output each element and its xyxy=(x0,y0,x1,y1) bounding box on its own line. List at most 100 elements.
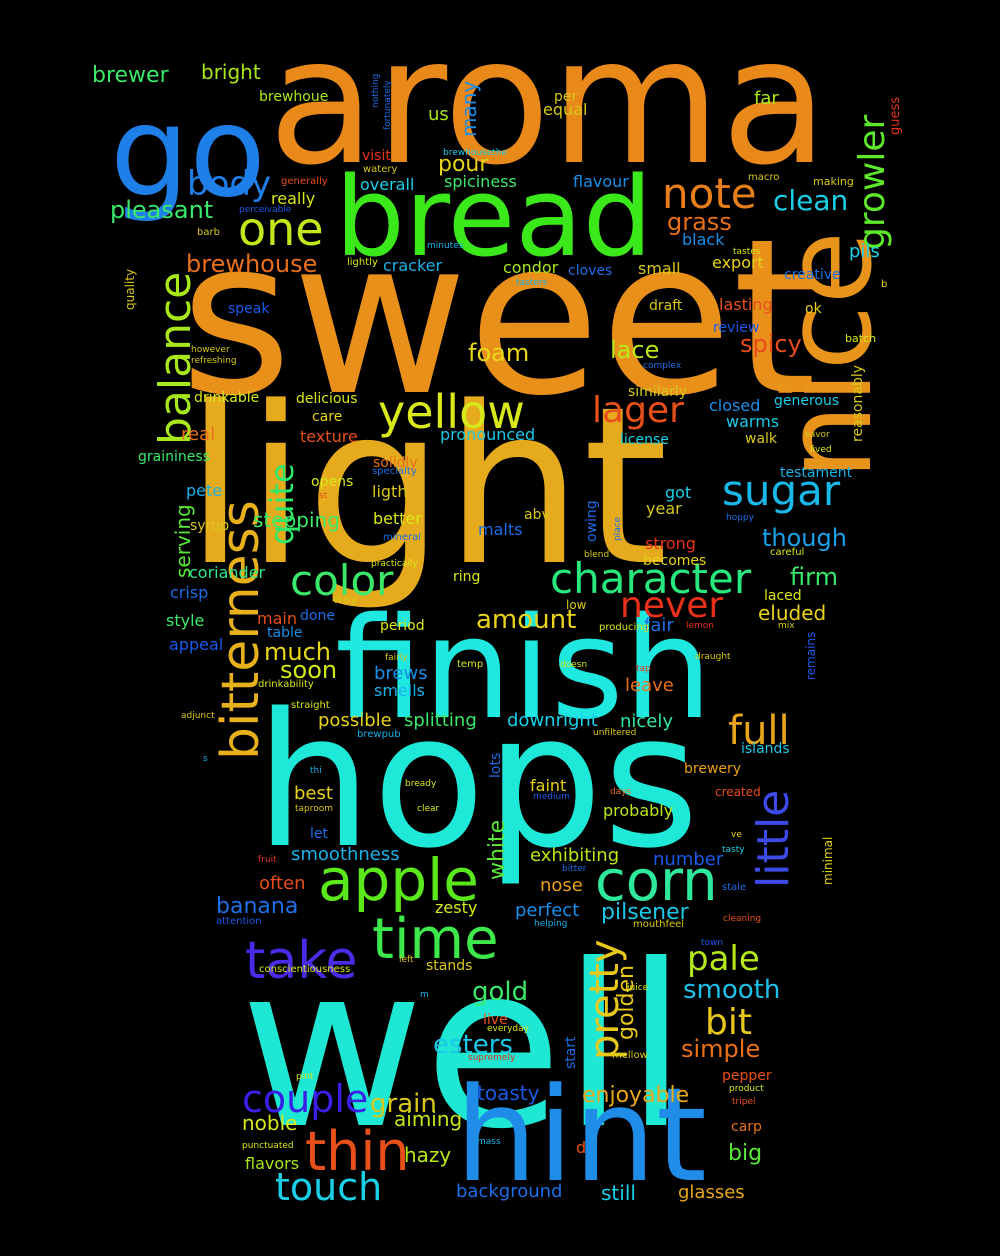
cloud-word-supremely: supremely xyxy=(468,1053,516,1063)
cloud-word-hops: hops xyxy=(255,673,699,889)
cloud-word-brewer: brewer xyxy=(92,63,170,88)
cloud-word-carp: carp xyxy=(731,1119,762,1135)
cloud-word-brewhousethe: brewhousethe xyxy=(443,148,507,158)
cloud-word-mellow: mellow xyxy=(612,1050,648,1061)
cloud-word-flavour: flavour xyxy=(573,172,629,191)
cloud-word-gold: gold xyxy=(472,977,528,1007)
cloud-word-golden: golden xyxy=(614,965,639,1040)
cloud-word-reasonably: reasonably xyxy=(850,365,866,442)
cloud-word-helping: helping xyxy=(534,919,567,929)
cloud-word-pleasant: pleasant xyxy=(110,196,213,224)
cloud-word-remains: remains xyxy=(804,632,818,680)
cloud-word-speak: speak xyxy=(228,301,270,317)
cloud-word-lived: lived xyxy=(810,445,832,455)
cloud-word-graininess: graininess xyxy=(138,449,210,465)
cloud-word-review: review xyxy=(713,320,759,336)
cloud-word-tasters: tasters xyxy=(516,278,547,288)
cloud-word-license: license xyxy=(620,432,669,448)
cloud-word-pilsener: pilsener xyxy=(601,900,690,925)
cloud-word-downright: downright xyxy=(507,710,598,731)
cloud-word-macro: macro xyxy=(748,172,779,183)
cloud-word-banana: banana xyxy=(216,894,298,919)
cloud-word-becomes: becomes xyxy=(643,553,706,569)
cloud-word-islands: islands xyxy=(741,741,790,757)
cloud-word-place: place xyxy=(613,516,623,541)
cloud-word-perceivable: perceivable xyxy=(239,205,292,215)
cloud-word-little: little xyxy=(748,790,799,888)
cloud-word-well: well xyxy=(240,917,687,1179)
cloud-word-grain: grain xyxy=(370,1089,437,1119)
cloud-word-clear: clear xyxy=(417,804,440,814)
cloud-word-main: main xyxy=(257,609,297,628)
cloud-word-export: export xyxy=(712,253,764,272)
cloud-word-style: style xyxy=(166,611,204,630)
cloud-word-savor: savor xyxy=(805,430,830,440)
cloud-word-zesty: zesty xyxy=(435,898,477,917)
cloud-word-thin: thin xyxy=(305,1120,410,1183)
cloud-word-doesn: doesn xyxy=(560,660,587,670)
cloud-word-laced: laced xyxy=(764,588,802,604)
cloud-word-often: often xyxy=(259,873,306,894)
cloud-word-crisp: crisp xyxy=(170,583,208,602)
cloud-word-care: care xyxy=(312,409,342,425)
cloud-word-number: number xyxy=(653,849,724,870)
cloud-word-take: take xyxy=(245,931,358,991)
cloud-word-serving: serving xyxy=(171,504,195,578)
cloud-word-warms: warms xyxy=(726,412,779,431)
cloud-word-condor: condor xyxy=(503,258,559,277)
cloud-word-pale: pale xyxy=(687,939,760,979)
cloud-word-pour: pour xyxy=(438,152,489,177)
cloud-word-period: period xyxy=(380,618,425,634)
cloud-word-punctuated: punctuated xyxy=(242,1141,294,1151)
cloud-word-white: white xyxy=(485,820,510,880)
cloud-word-clean: clean xyxy=(773,184,848,217)
cloud-word-body: body xyxy=(187,164,271,204)
cloud-word-one: one xyxy=(238,202,324,256)
cloud-word-done: done xyxy=(300,608,335,624)
cloud-word-nose: nose xyxy=(540,875,583,896)
cloud-word-amount: amount xyxy=(476,605,576,635)
cloud-word-many: many xyxy=(457,81,481,137)
cloud-word-bit: bit xyxy=(705,1002,752,1043)
cloud-word-year: year xyxy=(646,499,682,518)
cloud-word-growler: growler xyxy=(852,115,893,250)
cloud-word-brewpub: brewpub xyxy=(357,729,401,740)
cloud-word-practically: practically xyxy=(371,559,418,569)
cloud-word-texture: texture xyxy=(300,427,358,446)
cloud-word-lace: lace xyxy=(610,336,659,364)
cloud-word-aiming: aiming xyxy=(394,1107,462,1131)
cloud-word-glasses: glasses xyxy=(678,1182,745,1203)
cloud-word-mouthfeel: mouthfeel xyxy=(633,919,684,930)
cloud-word-taproom: taproom xyxy=(295,804,333,814)
cloud-word-lots: lots xyxy=(488,753,504,778)
cloud-word-background: background xyxy=(456,1181,562,1202)
cloud-word-finish: finish xyxy=(335,588,712,751)
cloud-word-sweet: sweet xyxy=(180,192,817,443)
cloud-word-lager: lager xyxy=(592,390,684,431)
cloud-word-spiciness: spiciness xyxy=(444,172,517,191)
cloud-word-full: full xyxy=(728,708,790,754)
cloud-word-guess: guess xyxy=(888,97,903,135)
cloud-word-opens: opens xyxy=(311,474,353,490)
cloud-word-live: live xyxy=(483,1012,508,1028)
cloud-word-however: however xyxy=(191,345,230,355)
cloud-word-yellow: yellow xyxy=(378,385,525,439)
cloud-word-town: town xyxy=(701,938,723,948)
cloud-word-got: got xyxy=(665,483,691,502)
cloud-word-specialty: specialty xyxy=(372,466,417,477)
cloud-word-thi: thi xyxy=(310,766,322,776)
cloud-word-delicious: delicious xyxy=(296,391,358,407)
cloud-word-fair: fair xyxy=(644,615,674,636)
cloud-word-tastes: tastes xyxy=(733,247,761,257)
cloud-word-mass: mass xyxy=(477,1137,501,1147)
cloud-word-sugar: sugar xyxy=(722,466,841,515)
cloud-word-refreshing: refreshing xyxy=(191,356,237,366)
cloud-word-nice: nice xyxy=(760,231,899,480)
cloud-word-tasty: tasty xyxy=(722,845,745,855)
cloud-word-temp: temp xyxy=(457,659,483,670)
cloud-word-blend: blend xyxy=(584,550,609,560)
cloud-word-smoothness: smoothness xyxy=(291,844,400,865)
cloud-word-st: st xyxy=(319,491,328,501)
cloud-word-though: though xyxy=(762,524,847,552)
